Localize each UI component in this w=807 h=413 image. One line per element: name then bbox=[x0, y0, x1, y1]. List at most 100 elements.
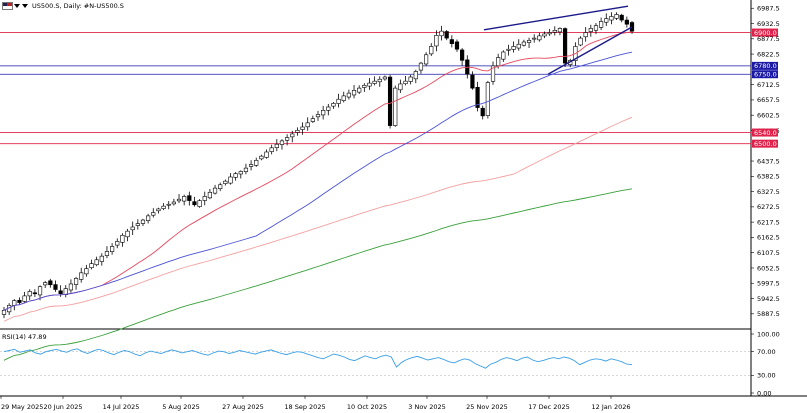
candle-body bbox=[104, 251, 110, 256]
rsi-tick-label: 70.00 bbox=[757, 348, 776, 356]
y-tick-label: 6327.5 bbox=[757, 188, 780, 196]
candle-body bbox=[547, 32, 552, 35]
y-tick-label: 6272.5 bbox=[757, 203, 780, 211]
y-tick-label: 6162.5 bbox=[757, 234, 780, 242]
rsi-line bbox=[3, 348, 633, 369]
candle-body bbox=[161, 205, 166, 209]
candle-body bbox=[259, 155, 264, 160]
candle-body bbox=[408, 76, 413, 82]
candle-body bbox=[341, 95, 346, 101]
candle-body bbox=[115, 241, 120, 246]
trendline-upper bbox=[483, 5, 629, 31]
y-tick-label: 5942.5 bbox=[757, 295, 780, 303]
candle-body bbox=[310, 118, 315, 122]
candle-body bbox=[552, 30, 557, 33]
candle-body bbox=[562, 28, 568, 64]
candle-body bbox=[583, 32, 588, 38]
y-tick-label: 6712.5 bbox=[757, 81, 780, 89]
candle-body bbox=[506, 48, 511, 51]
x-tick-label: 3 Nov 2025 bbox=[408, 403, 446, 411]
candle-body bbox=[326, 106, 331, 111]
candle-body bbox=[197, 200, 202, 207]
candle-body bbox=[609, 16, 614, 21]
candle-body bbox=[171, 201, 176, 205]
candle-body bbox=[238, 171, 243, 175]
level-label-box bbox=[752, 128, 778, 137]
candle-body bbox=[17, 299, 22, 303]
candle-body bbox=[176, 198, 182, 202]
candle-body bbox=[99, 255, 104, 262]
symbol-label: US500.S, Daily: bbox=[32, 2, 82, 10]
candle-body bbox=[202, 196, 207, 201]
candle-body bbox=[120, 235, 125, 243]
candle-body bbox=[94, 259, 99, 266]
candle-body bbox=[212, 187, 218, 194]
candle-body bbox=[460, 49, 465, 61]
level-label: 6780.0 bbox=[754, 62, 777, 70]
rsi-tick-label: 30.00 bbox=[757, 372, 776, 380]
candle-body bbox=[22, 295, 27, 302]
candle-body bbox=[624, 19, 629, 25]
x-tick-label: 18 Sep 2025 bbox=[284, 403, 325, 411]
level-label: 6900.0 bbox=[754, 29, 777, 37]
candle-body bbox=[619, 14, 624, 21]
candle-body bbox=[48, 280, 53, 286]
candle-body bbox=[233, 173, 238, 178]
candle-body bbox=[516, 43, 521, 49]
candle-body bbox=[269, 147, 274, 152]
candle-body bbox=[228, 176, 233, 184]
candle-body bbox=[218, 184, 223, 189]
candle-body bbox=[140, 219, 146, 224]
candle-body bbox=[295, 130, 300, 133]
candle-body bbox=[146, 215, 151, 221]
candle-body bbox=[321, 110, 326, 116]
triangle-icon bbox=[14, 4, 20, 8]
level-label: 6540.0 bbox=[754, 129, 777, 137]
y-tick-label: 6382.5 bbox=[757, 173, 780, 181]
level-label: 6500.0 bbox=[754, 140, 777, 148]
ma-medium-line bbox=[3, 51, 633, 311]
flag-icon bbox=[2, 2, 13, 10]
candle-body bbox=[377, 78, 382, 83]
candle-body bbox=[84, 268, 89, 275]
candle-body bbox=[109, 246, 115, 252]
candle-body bbox=[53, 284, 58, 290]
y-tick-label: 6932.5 bbox=[757, 20, 780, 28]
candle-body bbox=[526, 40, 532, 43]
y-tick-label: 6877.5 bbox=[757, 35, 780, 43]
candle-body bbox=[439, 30, 444, 37]
candle-body bbox=[27, 291, 32, 297]
candle-body bbox=[423, 54, 429, 65]
candle-body bbox=[537, 35, 542, 41]
candle-body bbox=[274, 143, 279, 148]
x-tick-label: 29 May 2025 bbox=[1, 403, 43, 411]
candle-body bbox=[444, 31, 449, 39]
rsi-label: RSI(14) 47.89 bbox=[2, 333, 47, 341]
candle-body bbox=[130, 226, 135, 231]
x-tick-label: 17 Dec 2025 bbox=[528, 403, 570, 411]
triangle-icon bbox=[22, 4, 28, 8]
candle-body bbox=[264, 151, 269, 158]
y-tick-label: 6437.5 bbox=[757, 157, 780, 165]
candle-body bbox=[398, 83, 403, 91]
candle-body bbox=[125, 230, 130, 238]
ma-long-line bbox=[3, 188, 633, 361]
candle-body bbox=[480, 107, 485, 117]
candle-body bbox=[248, 164, 254, 167]
x-tick-label: 10 Oct 2025 bbox=[347, 403, 387, 411]
ma-slow-line bbox=[3, 116, 633, 322]
candle-body bbox=[362, 85, 367, 88]
rsi-tick-label: 100.00 bbox=[757, 330, 780, 338]
candle-body bbox=[413, 71, 418, 80]
candle-body bbox=[58, 290, 63, 294]
candle-body bbox=[73, 278, 79, 285]
candle-body bbox=[290, 133, 295, 138]
candle-body bbox=[135, 223, 140, 226]
candle-body bbox=[156, 208, 161, 212]
candle-body bbox=[32, 292, 37, 295]
candle-body bbox=[254, 160, 259, 166]
candle-body bbox=[470, 74, 475, 89]
level-label-box bbox=[752, 61, 778, 70]
candle-body bbox=[496, 57, 501, 67]
